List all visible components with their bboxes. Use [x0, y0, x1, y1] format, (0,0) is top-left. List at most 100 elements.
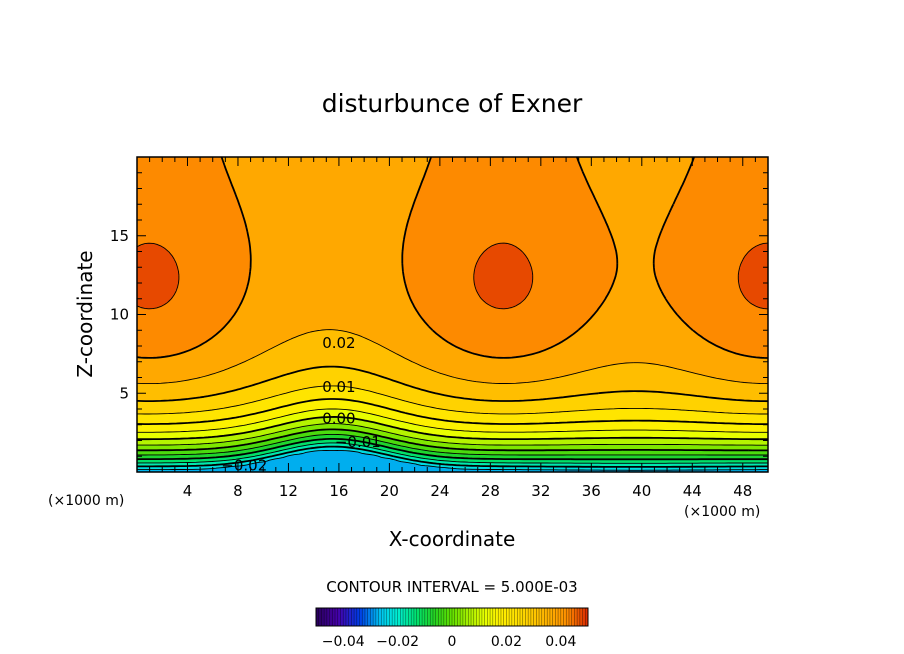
- contour-label: −0.01: [335, 433, 381, 451]
- colorbar-swatch: [465, 608, 469, 626]
- contour-label: 0.01: [322, 378, 355, 396]
- colorbar-swatch: [460, 608, 464, 626]
- colorbar-swatch: [544, 608, 548, 626]
- contour-label: −0.02: [221, 457, 267, 475]
- colorbar-swatch: [522, 608, 526, 626]
- contour-label: 0.02: [322, 334, 355, 352]
- x-tick-label: 32: [531, 482, 550, 500]
- x-tick-label: 8: [233, 482, 243, 500]
- contour-interval-text: CONTOUR INTERVAL = 5.000E-03: [326, 578, 577, 596]
- contour-line: [137, 433, 768, 456]
- x-axis-label: X-coordinate: [389, 527, 516, 551]
- colorbar-swatch: [422, 608, 426, 626]
- colorbar-swatch: [375, 608, 379, 626]
- colorbar-swatch: [438, 608, 442, 626]
- colorbar-swatch: [427, 608, 431, 626]
- colorbar-swatch: [517, 608, 521, 626]
- y-axis-label: Z-coordinate: [73, 250, 97, 377]
- colorbar-swatch: [476, 608, 480, 626]
- contour-label: 0.00: [322, 409, 355, 427]
- colorbar-swatch: [481, 608, 485, 626]
- colorbar-swatch: [495, 608, 499, 626]
- colorbar-swatch: [530, 608, 534, 626]
- x-unit-left: (×1000 m): [48, 493, 124, 509]
- x-tick-label: 48: [733, 482, 752, 500]
- colorbar-tick-label: −0.02: [376, 634, 419, 650]
- colorbar-swatch: [384, 608, 388, 626]
- x-tick-label: 40: [632, 482, 651, 500]
- colorbar-swatch: [430, 608, 434, 626]
- colorbar-swatch: [454, 608, 458, 626]
- colorbar-swatch: [568, 608, 572, 626]
- colorbar-swatch: [541, 608, 545, 626]
- colorbar-swatch: [326, 608, 330, 626]
- contour-line: [137, 157, 768, 359]
- colorbar-swatch: [558, 608, 562, 626]
- y-tick-label: 15: [110, 227, 129, 245]
- colorbar-tick-label: 0.04: [545, 634, 576, 650]
- colorbar-swatch: [416, 608, 420, 626]
- colorbar: −0.04 −0.02 0 0.02 0.04: [315, 607, 589, 650]
- x-tick-label: 24: [430, 482, 449, 500]
- contour-lines: [137, 157, 768, 471]
- colorbar-swatch: [490, 608, 494, 626]
- x-tick-label: 36: [582, 482, 601, 500]
- heatmap-fill: [137, 157, 768, 472]
- colorbar-tick-label: −0.04: [322, 634, 365, 650]
- colorbar-swatch: [547, 608, 551, 626]
- contour-line: [137, 438, 768, 461]
- colorbar-swatch: [337, 608, 341, 626]
- contour-line: [137, 242, 768, 310]
- colorbar-swatch: [413, 608, 417, 626]
- x-tick-label: 20: [380, 482, 399, 500]
- colorbar-swatch: [457, 608, 461, 626]
- colorbar-frame: [315, 607, 589, 627]
- contour-line: [137, 385, 768, 415]
- colorbar-swatch: [354, 608, 358, 626]
- colorbar-swatch: [318, 608, 322, 626]
- colorbar-swatch: [378, 608, 382, 626]
- colorbar-swatch: [579, 608, 583, 626]
- colorbar-swatch: [487, 608, 491, 626]
- colorbar-swatch: [566, 608, 570, 626]
- colorbar-swatch: [408, 608, 412, 626]
- colorbar-swatch: [536, 608, 540, 626]
- colorbar-swatch: [473, 608, 477, 626]
- colorbar-swatch: [424, 608, 428, 626]
- colorbar-swatch: [348, 608, 352, 626]
- colorbar-swatch: [400, 608, 404, 626]
- colorbar-swatch: [582, 608, 586, 626]
- colorbar-swatch: [405, 608, 409, 626]
- colorbar-swatch: [411, 608, 415, 626]
- colorbar-swatch: [362, 608, 366, 626]
- colorbar-swatch: [585, 608, 589, 626]
- colorbar-swatch: [443, 608, 447, 626]
- colorbar-swatch: [446, 608, 450, 626]
- colorbar-tick-label: 0: [448, 634, 457, 650]
- colorbar-swatch: [441, 608, 445, 626]
- y-tick-label: 10: [110, 306, 129, 324]
- colorbar-swatch: [498, 608, 502, 626]
- contour-line: [137, 428, 768, 452]
- colorbar-swatch: [549, 608, 553, 626]
- contour-line: [137, 449, 768, 471]
- colorbar-swatch: [359, 608, 363, 626]
- contour-line: [137, 416, 768, 441]
- colorbar-swatch: [563, 608, 567, 626]
- colorbar-swatch: [506, 608, 510, 626]
- x-tick-label: 12: [279, 482, 298, 500]
- colorbar-swatch: [364, 608, 368, 626]
- x-tick-label: 28: [481, 482, 500, 500]
- colorbar-swatch: [324, 608, 328, 626]
- colorbar-swatch: [500, 608, 504, 626]
- colorbar-swatch: [345, 608, 349, 626]
- colorbar-swatch: [432, 608, 436, 626]
- colorbar-swatch: [509, 608, 513, 626]
- colorbar-swatch: [329, 608, 333, 626]
- colorbar-swatch: [373, 608, 377, 626]
- colorbar-swatch: [471, 608, 475, 626]
- x-tick-label: 16: [329, 482, 348, 500]
- chart-title: disturbunce of Exner: [322, 89, 583, 118]
- colorbar-swatch: [574, 608, 578, 626]
- contour-line: [137, 365, 768, 403]
